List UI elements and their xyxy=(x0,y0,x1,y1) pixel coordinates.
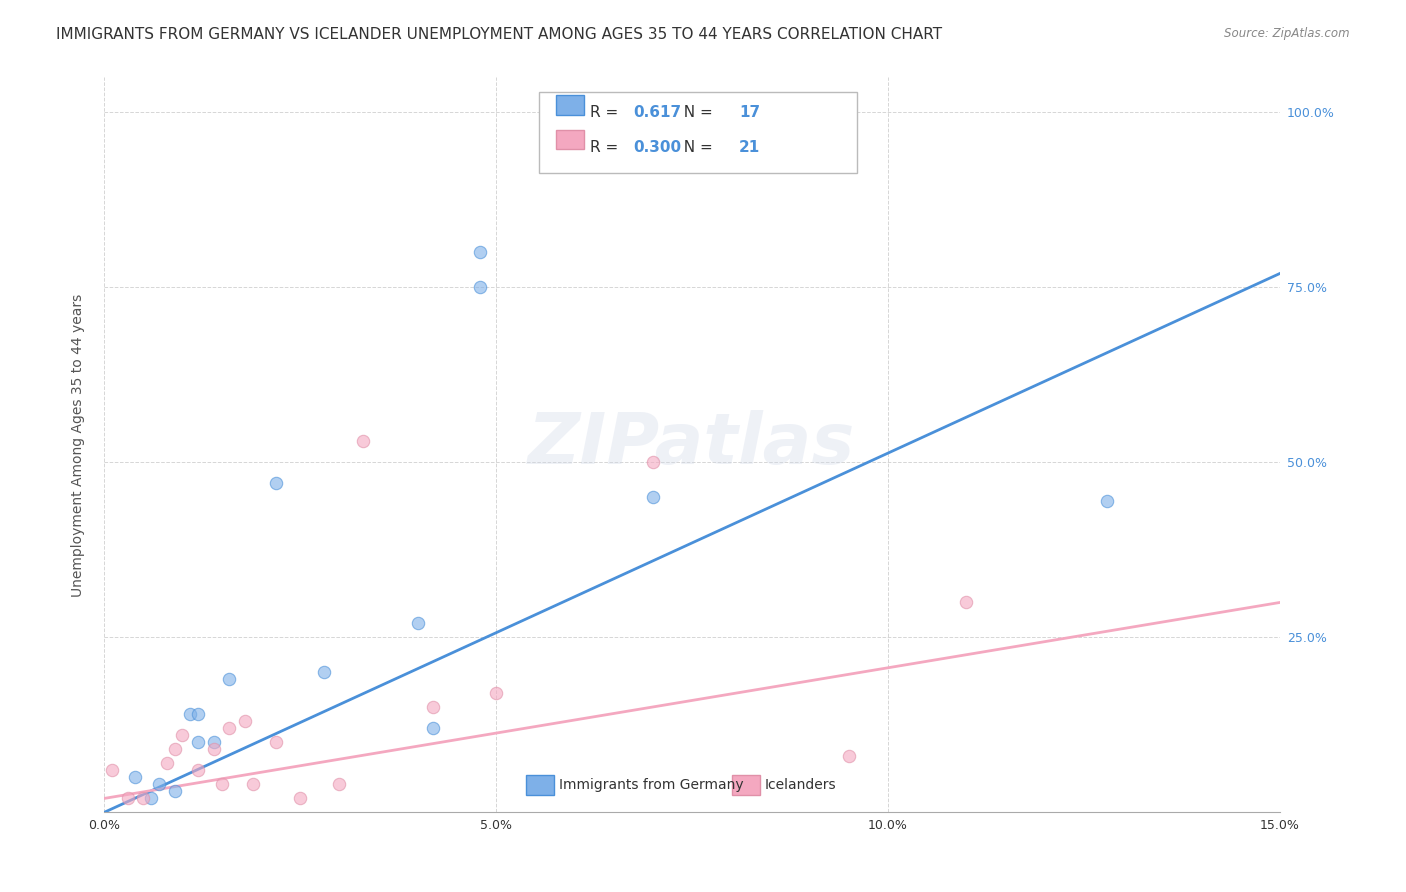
Point xyxy=(156,756,179,771)
Text: Source: ZipAtlas.com: Source: ZipAtlas.com xyxy=(1225,27,1350,40)
Point xyxy=(211,777,233,791)
Point xyxy=(148,777,170,791)
Point xyxy=(838,749,860,764)
FancyBboxPatch shape xyxy=(538,92,856,173)
Point xyxy=(163,784,186,798)
Point xyxy=(470,245,492,260)
Point xyxy=(328,777,350,791)
Text: 17: 17 xyxy=(740,105,761,120)
Point xyxy=(266,735,288,749)
Text: N =: N = xyxy=(675,105,718,120)
Point xyxy=(641,455,664,469)
Point xyxy=(288,791,311,805)
Point xyxy=(422,722,444,736)
Point xyxy=(312,665,335,680)
Point xyxy=(406,616,429,631)
Point xyxy=(955,595,977,609)
Text: N =: N = xyxy=(675,140,718,155)
Text: R =: R = xyxy=(589,105,623,120)
Text: 0.617: 0.617 xyxy=(633,105,682,120)
Point xyxy=(242,777,264,791)
Point xyxy=(124,771,146,785)
Point xyxy=(187,707,209,722)
Point xyxy=(485,686,508,700)
Text: 21: 21 xyxy=(740,140,761,155)
Text: R =: R = xyxy=(589,140,623,155)
Point xyxy=(1097,494,1119,508)
FancyBboxPatch shape xyxy=(733,775,761,795)
Point xyxy=(179,707,201,722)
Text: 0.300: 0.300 xyxy=(633,140,682,155)
Point xyxy=(172,728,194,742)
Point xyxy=(266,476,288,491)
Y-axis label: Unemployment Among Ages 35 to 44 years: Unemployment Among Ages 35 to 44 years xyxy=(72,293,86,597)
Point xyxy=(202,735,225,749)
Text: IMMIGRANTS FROM GERMANY VS ICELANDER UNEMPLOYMENT AMONG AGES 35 TO 44 YEARS CORR: IMMIGRANTS FROM GERMANY VS ICELANDER UNE… xyxy=(56,27,942,42)
Point xyxy=(101,764,124,778)
Point xyxy=(352,434,374,449)
Point xyxy=(470,280,492,294)
Point xyxy=(233,714,256,729)
Point xyxy=(187,735,209,749)
Point xyxy=(641,491,664,505)
Text: Icelanders: Icelanders xyxy=(765,778,837,791)
Point xyxy=(422,700,444,714)
Point xyxy=(218,673,240,687)
Point xyxy=(187,764,209,778)
FancyBboxPatch shape xyxy=(555,129,583,150)
Point xyxy=(132,791,155,805)
Point xyxy=(139,791,162,805)
FancyBboxPatch shape xyxy=(526,775,554,795)
FancyBboxPatch shape xyxy=(555,95,583,115)
Point xyxy=(163,742,186,756)
Point xyxy=(117,791,139,805)
Point xyxy=(202,742,225,756)
Point xyxy=(218,722,240,736)
Text: ZIPatlas: ZIPatlas xyxy=(529,410,856,479)
Text: Immigrants from Germany: Immigrants from Germany xyxy=(560,778,744,791)
